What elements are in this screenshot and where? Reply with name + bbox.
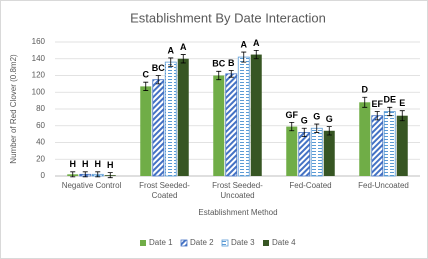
bar [383, 111, 396, 177]
error-bar [143, 81, 149, 91]
significance-letter: A [168, 45, 175, 55]
bar [140, 86, 152, 176]
bar [237, 56, 250, 177]
y-tick-label: 120 [32, 71, 46, 80]
error-bar [387, 106, 393, 117]
bar [213, 75, 225, 176]
legend-swatch [221, 239, 229, 247]
error-bar [399, 110, 405, 122]
error-bar [301, 127, 307, 138]
bar [225, 73, 238, 177]
y-tick-label: 160 [32, 37, 46, 46]
error-bar [326, 126, 332, 136]
y-tick-label: 80 [36, 104, 45, 113]
x-tick-label: Frost Seeded-Uncoated [212, 181, 263, 200]
error-bar [82, 171, 88, 178]
x-axis-label: Establishment Method [198, 208, 277, 217]
error-bar [155, 75, 161, 85]
legend-label: Date 4 [272, 238, 296, 247]
significance-letter: GF [286, 110, 299, 120]
error-bar [180, 54, 186, 64]
chart-title: Establishment By Date Interaction [130, 10, 326, 25]
significance-letter: H [82, 159, 89, 169]
x-tick-label: Fed-Uncoated [358, 181, 409, 190]
significance-letter: A [241, 39, 248, 49]
significance-letter: EF [371, 99, 383, 109]
legend-swatch [180, 239, 188, 247]
bar [250, 54, 262, 176]
x-tick-label: Fed-Coated [289, 181, 331, 190]
error-bar [314, 123, 320, 133]
significance-letter: D [362, 85, 369, 95]
significance-letter: H [107, 160, 114, 170]
significance-letter: H [95, 159, 102, 169]
significance-letter: DE [383, 95, 396, 105]
significance-letter: G [313, 111, 320, 121]
error-bar [362, 96, 368, 108]
y-tick-label: 0 [41, 171, 46, 180]
legend-swatch [263, 240, 269, 246]
error-bar [289, 122, 295, 132]
significance-letter: H [70, 159, 77, 169]
significance-letter: C [143, 70, 150, 80]
significance-letter: BC [212, 59, 225, 69]
y-tick-label: 20 [36, 154, 45, 163]
bar [152, 79, 165, 177]
x-tick-label: Frost Seeded-Coated [139, 181, 190, 200]
y-tick-label: 100 [32, 87, 46, 96]
error-bar [107, 172, 113, 179]
error-bar [70, 171, 76, 178]
error-bar [168, 57, 174, 67]
significance-letter: A [253, 38, 260, 48]
bar [396, 115, 408, 176]
y-tick-label: 40 [36, 138, 45, 147]
y-tick-label: 140 [32, 54, 46, 63]
significance-letter: B [228, 58, 235, 68]
x-tick-label: Negative Control [62, 181, 122, 190]
legend-label: Date 3 [231, 238, 255, 247]
error-bar [216, 70, 222, 81]
bar [298, 132, 311, 177]
legend-swatch [140, 240, 146, 246]
bar [310, 127, 323, 177]
significance-letter: BC [152, 63, 165, 73]
y-tick-label: 60 [36, 121, 45, 130]
bar [286, 126, 298, 176]
bar [371, 115, 384, 177]
error-bar [241, 51, 247, 63]
legend-label: Date 2 [190, 238, 214, 247]
error-bar [253, 49, 259, 60]
bar [359, 102, 371, 176]
bar [323, 130, 335, 176]
y-axis-label: Number of Red Clover (0.8m2) [9, 54, 18, 164]
significance-letter: G [301, 116, 308, 126]
bar [164, 61, 177, 177]
error-bar [374, 111, 380, 121]
bar [177, 58, 189, 176]
significance-letter: A [180, 42, 187, 52]
significance-letter: G [326, 114, 333, 124]
legend-label: Date 1 [149, 238, 173, 247]
error-bar [95, 171, 101, 178]
significance-letter: E [399, 98, 405, 108]
error-bar [228, 70, 234, 78]
